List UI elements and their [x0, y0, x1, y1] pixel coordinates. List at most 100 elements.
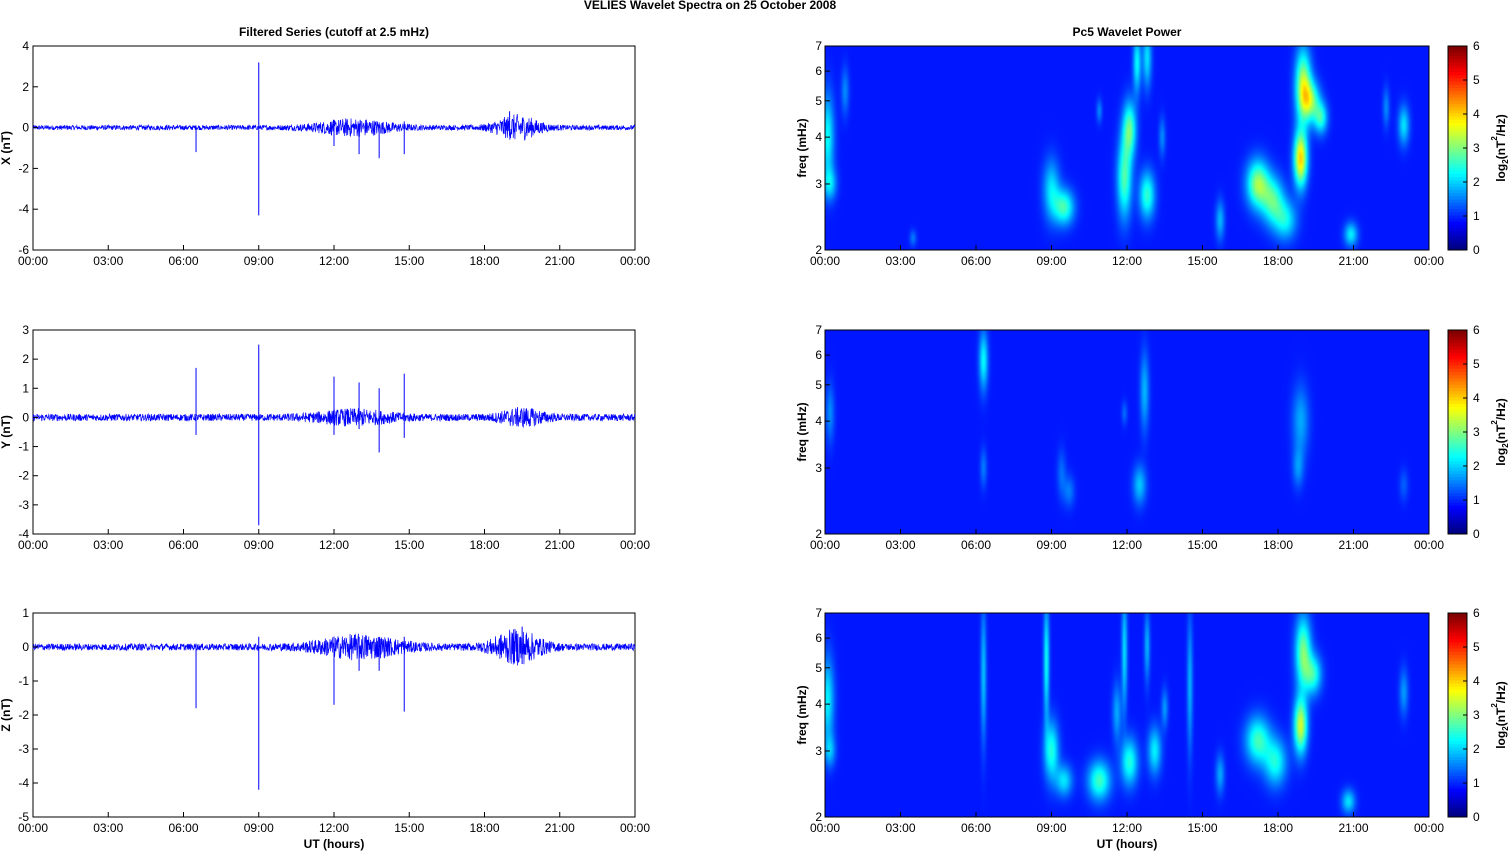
colorbar-segment [1448, 84, 1467, 88]
colorbar-segment [1448, 715, 1467, 719]
y-tick-label: -1 [18, 440, 29, 454]
y-tick-label: 4 [815, 130, 822, 144]
colorbar-segment [1448, 505, 1467, 509]
x-tick-label: 09:00 [1036, 538, 1066, 552]
colorbar-label-part: log [1494, 731, 1508, 749]
colorbar-segment [1448, 339, 1467, 344]
x-tick-label: 12:00 [1112, 821, 1142, 835]
x-tick-label: 21:00 [1338, 821, 1368, 835]
colorbar-segment [1448, 730, 1467, 735]
colorbar-label-part: /Hz) [1494, 114, 1508, 136]
colorbar-segment [1448, 157, 1467, 162]
colorbar-segment [1448, 794, 1467, 799]
colorbar-segment [1448, 237, 1467, 241]
y-tick-label: 1 [22, 606, 29, 620]
colorbar-segment [1448, 635, 1467, 639]
colorbar-segment [1448, 435, 1467, 439]
colorbar-segment [1448, 447, 1467, 452]
colorbar-segment [1448, 365, 1467, 369]
y-tick-label: -6 [18, 243, 29, 257]
colorbar-segment [1448, 211, 1467, 216]
x-tick-label: 03:00 [93, 821, 123, 835]
colorbar-segment [1448, 349, 1467, 353]
x-tick-label: 03:00 [93, 254, 123, 268]
series-line [32, 114, 636, 141]
colorbar-segment [1448, 514, 1467, 519]
y-tick-label: 2 [815, 243, 822, 257]
colorbar-segment [1448, 734, 1467, 738]
colorbar-segment [1448, 141, 1467, 146]
colorbar-segment [1448, 651, 1467, 655]
colorbar-label-part: (nT [1494, 707, 1508, 726]
colorbar-tick-label: 6 [1473, 39, 1480, 53]
colorbar-segment [1448, 625, 1467, 630]
colorbar-segment [1448, 358, 1467, 363]
colorbar-label-part: 2 [1490, 420, 1499, 425]
colorbar-segment [1448, 518, 1467, 522]
colorbar-segment [1448, 673, 1467, 678]
colorbar-segment [1448, 49, 1467, 53]
x-tick-label: 18:00 [469, 254, 499, 268]
colorbar-segment [1448, 628, 1467, 633]
colorbar-tick-label: 3 [1473, 708, 1480, 722]
colorbar-segment [1448, 186, 1467, 190]
colorbar-segment [1448, 246, 1467, 251]
colorbar-label-part: /Hz) [1494, 681, 1508, 703]
x-tick-label: 06:00 [168, 254, 198, 268]
wavelet-panel-y: 2 3 4 5 6 7 00:00 03:00 06:00 09:00 12:00 15:00 18:0… [795, 323, 1510, 552]
y-tick-label: -3 [18, 742, 29, 756]
y-tick-label: 2 [815, 810, 822, 824]
colorbar-segment [1448, 148, 1467, 152]
colorbar-segment [1448, 109, 1467, 114]
colorbar-segment [1448, 679, 1467, 684]
x-tick-label: 12:00 [1112, 254, 1142, 268]
y-axis-label: Y (nT) [0, 415, 13, 449]
y-tick-label: -2 [18, 708, 29, 722]
x-tick-label: 09:00 [244, 538, 274, 552]
colorbar-segment [1448, 218, 1467, 222]
x-tick-label: 03:00 [885, 821, 915, 835]
colorbar-segment [1448, 183, 1467, 187]
colorbar-segment [1448, 361, 1467, 366]
colorbar-segment [1448, 202, 1467, 206]
x-tick-label: 00:00 [18, 538, 48, 552]
colorbar-segment [1448, 766, 1467, 770]
colorbar-segment [1448, 654, 1467, 659]
x-tick-label: 09:00 [1036, 254, 1066, 268]
y-tick-label: 3 [815, 177, 822, 191]
colorbar-segment [1448, 454, 1467, 458]
colorbar-segment [1448, 527, 1467, 532]
x-tick-label: 18:00 [1263, 538, 1293, 552]
x-tick-label: 18:00 [1263, 821, 1293, 835]
colorbar-tick-label: 6 [1473, 606, 1480, 620]
colorbar-segment [1448, 495, 1467, 500]
y-tick-label: 2 [22, 80, 29, 94]
colorbar: 0 1 2 3 4 5 6 log2​(nT2​/Hz) [1447, 606, 1510, 824]
colorbar-label: log2​(nT2​/Hz) [1490, 114, 1510, 182]
colorbar-tick-label: 1 [1473, 776, 1480, 790]
colorbar-segment [1448, 508, 1467, 513]
x-tick-label: 18:00 [469, 821, 499, 835]
colorbar-tick-label: 0 [1473, 527, 1480, 541]
colorbar-segment [1448, 797, 1467, 802]
colorbar-segment [1448, 638, 1467, 643]
colorbar-segment [1448, 804, 1467, 808]
x-tick-label: 12:00 [1112, 538, 1142, 552]
x-tick-label: 00:00 [1414, 538, 1444, 552]
colorbar-segment [1448, 355, 1467, 360]
x-tick-label: 12:00 [319, 254, 349, 268]
colorbar-segment [1448, 176, 1467, 181]
colorbar-segment [1448, 419, 1467, 423]
colorbar-segment [1448, 657, 1467, 662]
y-axis-label: freq (mHz) [795, 402, 809, 461]
time-series-panel-x: -6 -4 -2 0 2 4 00:00 03:00 06:00 09:00 12:00 15:00 1… [0, 39, 650, 268]
colorbar-segment [1448, 396, 1467, 401]
y-tick-label: 3 [815, 744, 822, 758]
colorbar-segment [1448, 403, 1467, 407]
colorbar-segment [1448, 772, 1467, 777]
colorbar-label-part: 2 [1501, 726, 1510, 731]
colorbar-segment [1448, 769, 1467, 773]
colorbar-segment [1448, 81, 1467, 85]
colorbar-segment [1448, 463, 1467, 468]
